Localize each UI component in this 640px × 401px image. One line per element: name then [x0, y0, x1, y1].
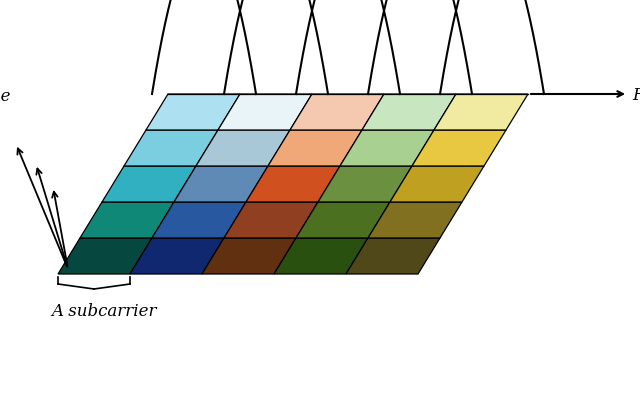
- Polygon shape: [58, 239, 152, 274]
- Polygon shape: [124, 131, 218, 166]
- Polygon shape: [268, 131, 362, 166]
- Text: Frequency: Frequency: [632, 86, 640, 103]
- Polygon shape: [218, 95, 312, 131]
- Polygon shape: [296, 203, 390, 239]
- Polygon shape: [102, 166, 196, 203]
- Polygon shape: [152, 203, 246, 239]
- Polygon shape: [196, 131, 290, 166]
- Polygon shape: [368, 203, 462, 239]
- Polygon shape: [290, 95, 384, 131]
- Polygon shape: [146, 95, 240, 131]
- Polygon shape: [246, 166, 340, 203]
- Polygon shape: [340, 131, 434, 166]
- Text: A subcarrier: A subcarrier: [51, 302, 157, 319]
- Polygon shape: [390, 166, 484, 203]
- Polygon shape: [412, 131, 506, 166]
- Polygon shape: [202, 239, 296, 274]
- Polygon shape: [274, 239, 368, 274]
- Polygon shape: [434, 95, 528, 131]
- Polygon shape: [224, 203, 318, 239]
- Polygon shape: [174, 166, 268, 203]
- Text: Mode: Mode: [0, 88, 10, 105]
- Polygon shape: [80, 203, 174, 239]
- Polygon shape: [318, 166, 412, 203]
- Polygon shape: [346, 239, 440, 274]
- Polygon shape: [362, 95, 456, 131]
- Polygon shape: [130, 239, 224, 274]
